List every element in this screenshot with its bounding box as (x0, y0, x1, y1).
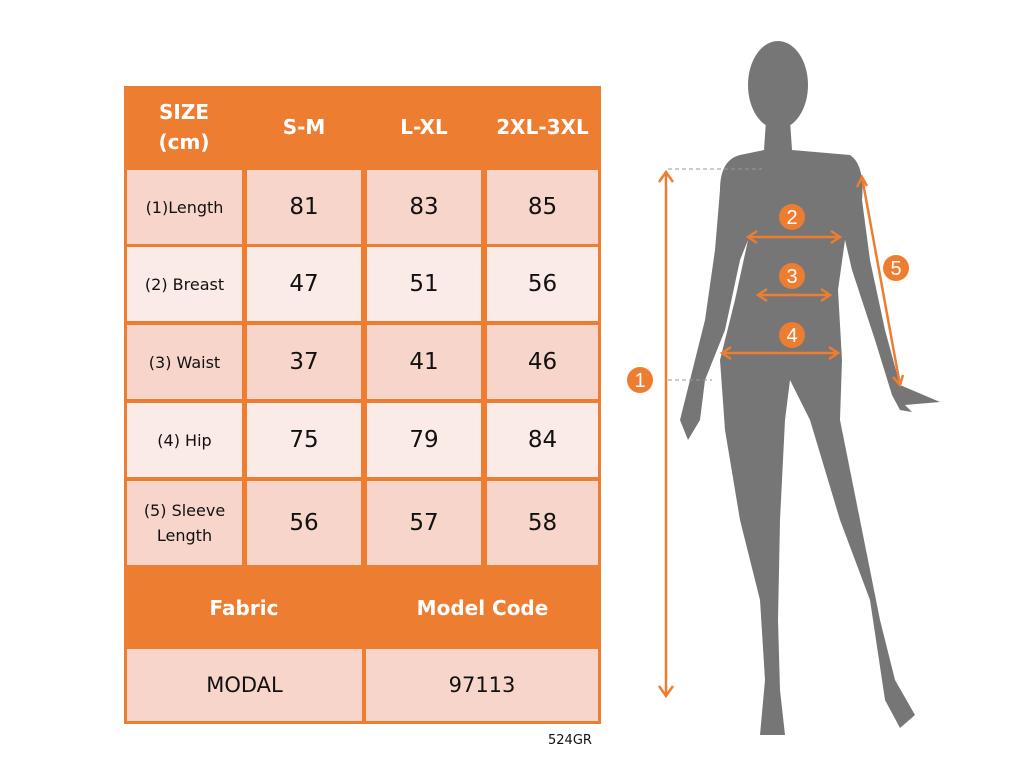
row-label-line: Length (156, 526, 213, 545)
marker-circle (883, 255, 909, 281)
model-code-value: 97113 (366, 649, 598, 721)
fabric-value: MODAL (127, 649, 362, 721)
header-model-code: Model Code (416, 596, 549, 620)
measurement-arrows (657, 169, 905, 699)
marker-circle (627, 367, 653, 393)
marker-circle (779, 322, 805, 348)
row-label: (2) Breast (127, 247, 242, 321)
female-silhouette (680, 41, 940, 735)
header-unit-label: (cm) (158, 130, 210, 154)
size-value-cell: 75 (247, 403, 361, 477)
sleeve-arrow (860, 176, 902, 386)
marker-circle (779, 204, 805, 230)
marker-3: 3 (779, 263, 805, 289)
marker-number: 2 (786, 207, 797, 229)
size-value-cell: 47 (247, 247, 361, 321)
size-value-cell: 85 (487, 170, 598, 244)
size-value-cell: 79 (367, 403, 481, 477)
size-value-cell: 46 (487, 325, 598, 399)
row-label: (5) Sleeve Length (127, 481, 242, 565)
marker-1: 1 (627, 367, 653, 393)
row-label: (4) Hip (127, 403, 242, 477)
size-value-cell: 56 (487, 247, 598, 321)
size-value-cell: 51 (367, 247, 481, 321)
marker-5: 5 (883, 255, 909, 281)
row-label: (3) Waist (127, 325, 242, 399)
header-2xl-3xl: 2XL-3XL (496, 115, 589, 139)
product-code: 524GR (548, 733, 592, 748)
header-l-xl: L-XL (400, 115, 448, 139)
size-value-cell: 81 (247, 170, 361, 244)
header-size-label: SIZE (158, 100, 209, 124)
size-value-cell: 37 (247, 325, 361, 399)
marker-number: 1 (634, 370, 645, 392)
size-value-cell: 83 (367, 170, 481, 244)
size-value-cell: 57 (367, 481, 481, 565)
marker-number: 3 (786, 266, 797, 288)
header-size-cm: SIZE (cm) (124, 86, 244, 168)
size-chart-table: SIZE (cm) S-M L-XL 2XL-3XL (1)Length 81 83… (124, 86, 601, 724)
marker-4: 4 (779, 322, 805, 348)
header-fabric: Fabric (209, 596, 279, 620)
size-value-cell: 58 (487, 481, 598, 565)
header-s-m: S-M (282, 115, 326, 139)
size-value-cell: 56 (247, 481, 361, 565)
marker-number: 4 (786, 325, 797, 347)
marker-circle (779, 263, 805, 289)
size-value-cell: 84 (487, 403, 598, 477)
row-label: (1)Length (127, 170, 242, 244)
row-label-line: (5) Sleeve (143, 501, 226, 520)
marker-2: 2 (779, 204, 805, 230)
size-value-cell: 41 (367, 325, 481, 399)
marker-number: 5 (890, 258, 901, 280)
